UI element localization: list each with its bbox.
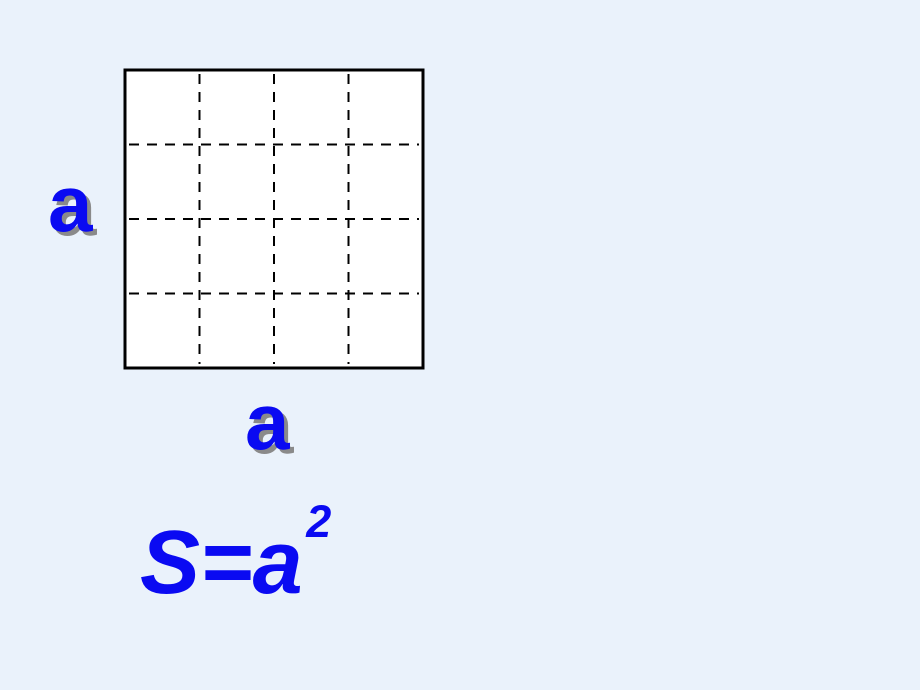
- formula-S: S: [140, 513, 200, 613]
- diagram-canvas: a a a a S=a2: [0, 0, 920, 690]
- formula-base: a: [253, 513, 303, 613]
- side-label-left: a: [48, 158, 93, 250]
- square-grid: [0, 0, 920, 690]
- side-label-bottom: a: [245, 376, 290, 468]
- formula-eq: =: [200, 513, 253, 613]
- formula-exp: 2: [306, 496, 331, 547]
- area-formula: S=a2: [140, 512, 328, 615]
- square-group: [125, 70, 423, 368]
